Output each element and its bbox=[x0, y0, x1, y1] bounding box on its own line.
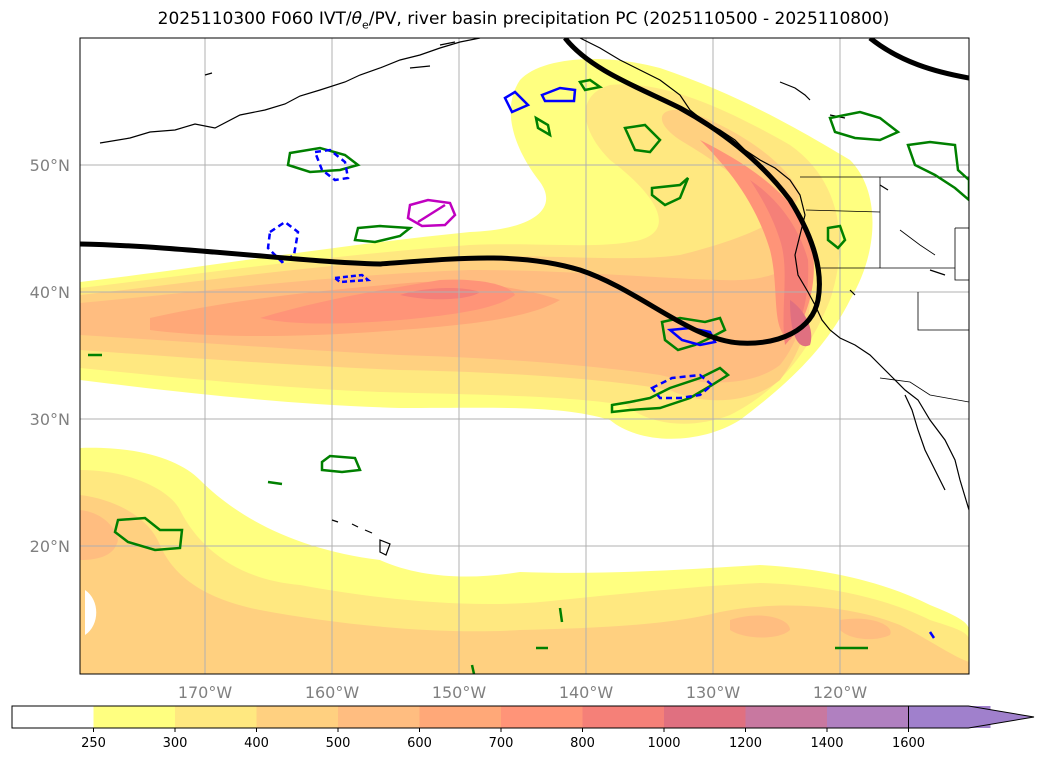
lat-tick-20n: 20°N bbox=[30, 537, 70, 556]
borders bbox=[800, 176, 969, 403]
colorbar-segment bbox=[745, 706, 828, 728]
colorbar-label: 600 bbox=[407, 736, 432, 751]
lon-tick-150w: 150°W bbox=[432, 683, 487, 702]
colorbar: 250 300 400 500 600 700 800 1000 1200 1400 1600 bbox=[11, 705, 1035, 751]
lon-tick-130w: 130°W bbox=[686, 683, 741, 702]
precip-contours-magenta bbox=[406, 198, 457, 228]
lon-tick-120w: 120°W bbox=[813, 683, 868, 702]
lon-tick-labels: 170°W 160°W 150°W 140°W 130°W 120°W bbox=[178, 683, 868, 702]
colorbar-segment bbox=[827, 706, 909, 728]
coastlines bbox=[99, 38, 969, 511]
map-title: 2025110300 F060 IVT/θe/PV, river basin p… bbox=[157, 9, 890, 32]
lon-tick-140w: 140°W bbox=[559, 683, 614, 702]
colorbar-segment bbox=[582, 706, 665, 728]
colorbar-segment bbox=[338, 706, 420, 728]
hawaii-islands bbox=[331, 519, 391, 556]
colorbar-label: 700 bbox=[489, 736, 514, 751]
colorbar-extend-arrow bbox=[908, 705, 1035, 729]
colorbar-label: 1000 bbox=[647, 736, 680, 751]
pv-contour bbox=[80, 38, 969, 346]
colorbar-label: 1600 bbox=[892, 736, 925, 751]
colorbar-segment bbox=[501, 706, 583, 728]
colorbar-frame bbox=[11, 705, 909, 729]
colorbar-segment bbox=[664, 706, 746, 728]
plot-frame bbox=[79, 37, 970, 675]
colorbar-segment bbox=[419, 706, 502, 728]
ivt-shading-north bbox=[80, 58, 873, 439]
ivt-shading-south bbox=[80, 447, 969, 674]
colorbar-label: 1200 bbox=[729, 736, 762, 751]
colorbar-label: 250 bbox=[81, 736, 106, 751]
lat-tick-50n: 50°N bbox=[30, 156, 70, 175]
colorbar-label: 500 bbox=[326, 736, 351, 751]
lat-tick-30n: 30°N bbox=[30, 410, 70, 429]
colorbar-segment bbox=[256, 706, 339, 728]
colorbar-label: 800 bbox=[570, 736, 595, 751]
colorbar-label: 300 bbox=[163, 736, 188, 751]
colorbar-label: 400 bbox=[244, 736, 269, 751]
colorbar-segment bbox=[93, 706, 176, 728]
lat-tick-labels: 50°N 40°N 30°N 20°N bbox=[30, 156, 70, 556]
lon-tick-170w: 170°W bbox=[178, 683, 233, 702]
colorbar-segment bbox=[12, 706, 94, 728]
lat-tick-40n: 40°N bbox=[30, 283, 70, 302]
colorbar-segment bbox=[175, 706, 257, 728]
colorbar-label: 1400 bbox=[810, 736, 843, 751]
precip-contours-green bbox=[88, 78, 969, 674]
lon-tick-160w: 160°W bbox=[305, 683, 360, 702]
